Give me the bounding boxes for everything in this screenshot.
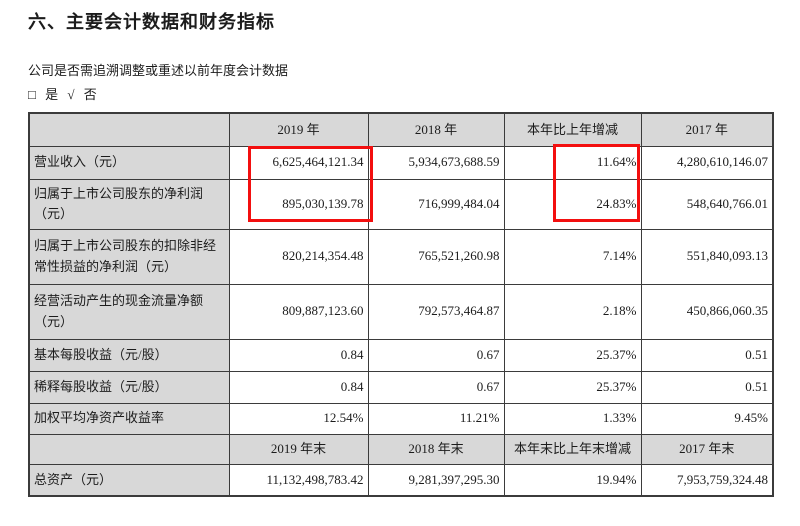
section-title: 六、主要会计数据和财务指标 xyxy=(28,12,275,32)
value-cell: 11.21% xyxy=(367,402,505,435)
value-cell: 895,030,139.78 xyxy=(228,178,369,230)
value-cell: 11.64% xyxy=(503,145,642,180)
value-cell: 9,281,397,295.30 xyxy=(367,463,505,497)
value-cell: 12.54% xyxy=(228,402,369,435)
header-cell-2018-end: 2018 年末 xyxy=(367,433,505,465)
table-header-row-year-end: 2019 年末 2018 年末 本年末比上年末增减 2017 年末 xyxy=(28,433,774,465)
header-cell-2019: 2019 年 xyxy=(228,112,369,147)
value-cell: 0.51 xyxy=(640,338,774,372)
header-cell-year-end-change: 本年末比上年末增减 xyxy=(503,433,642,465)
value-cell: 9.45% xyxy=(640,402,774,435)
value-cell: 5,934,673,688.59 xyxy=(367,145,505,180)
value-cell: 0.67 xyxy=(367,370,505,404)
checkbox-unchecked-icon: □ xyxy=(28,87,36,102)
header-cell-2019-end: 2019 年末 xyxy=(228,433,369,465)
header-cell-2017-end: 2017 年末 xyxy=(640,433,774,465)
no-label: 否 xyxy=(83,87,97,102)
table-row-basic-eps: 基本每股收益（元/股） 0.84 0.67 25.37% 0.51 xyxy=(28,338,774,372)
header-cell-blank xyxy=(28,112,230,147)
row-label-cell: 加权平均净资产收益率 xyxy=(28,402,230,435)
value-cell: 4,280,610,146.07 xyxy=(640,145,774,180)
table-header-row-annual: 2019 年 2018 年 本年比上年增减 2017 年 xyxy=(28,112,774,147)
row-label-cell: 营业收入（元） xyxy=(28,145,230,180)
value-cell: 551,840,093.13 xyxy=(640,228,774,285)
value-cell: 0.67 xyxy=(367,338,505,372)
yes-no-checkbox-line: □ 是 √ 否 xyxy=(28,84,103,103)
value-cell: 548,640,766.01 xyxy=(640,178,774,230)
row-label-cell: 稀释每股收益（元/股） xyxy=(28,370,230,404)
value-cell: 765,521,260.98 xyxy=(367,228,505,285)
value-cell: 6,625,464,121.34 xyxy=(228,145,369,180)
table-row-operating-cash-flow: 经营活动产生的现金流量净额（元） 809,887,123.60 792,573,… xyxy=(28,283,774,340)
value-cell: 7.14% xyxy=(503,228,642,285)
value-cell: 2.18% xyxy=(503,283,642,340)
financial-indicators-table: 2019 年 2018 年 本年比上年增减 2017 年 营业收入（元） 6,6… xyxy=(28,112,774,497)
table-row-diluted-eps: 稀释每股收益（元/股） 0.84 0.67 25.37% 0.51 xyxy=(28,370,774,404)
table-row-net-profit-excl-nonrecurring: 归属于上市公司股东的扣除非经常性损益的净利润（元） 820,214,354.48… xyxy=(28,228,774,285)
header-cell-yoy-change: 本年比上年增减 xyxy=(503,112,642,147)
value-cell: 0.84 xyxy=(228,338,369,372)
value-cell: 25.37% xyxy=(503,338,642,372)
row-label-cell: 归属于上市公司股东的扣除非经常性损益的净利润（元） xyxy=(28,228,230,285)
row-label-cell: 总资产（元） xyxy=(28,463,230,497)
table-row-weighted-avg-roe: 加权平均净资产收益率 12.54% 11.21% 1.33% 9.45% xyxy=(28,402,774,435)
value-cell: 24.83% xyxy=(503,178,642,230)
yes-label: 是 xyxy=(45,87,59,102)
table-row-revenue: 营业收入（元） 6,625,464,121.34 5,934,673,688.5… xyxy=(28,145,774,180)
value-cell: 450,866,060.35 xyxy=(640,283,774,340)
value-cell: 0.84 xyxy=(228,370,369,404)
row-label-cell: 归属于上市公司股东的净利润（元） xyxy=(28,178,230,230)
value-cell: 716,999,484.04 xyxy=(367,178,505,230)
header-cell-blank xyxy=(28,433,230,465)
value-cell: 19.94% xyxy=(503,463,642,497)
value-cell: 25.37% xyxy=(503,370,642,404)
table-row-total-assets: 总资产（元） 11,132,498,783.42 9,281,397,295.3… xyxy=(28,463,774,497)
row-label-cell: 经营活动产生的现金流量净额（元） xyxy=(28,283,230,340)
table-row-net-profit: 归属于上市公司股东的净利润（元） 895,030,139.78 716,999,… xyxy=(28,178,774,230)
value-cell: 7,953,759,324.48 xyxy=(640,463,774,497)
header-cell-2017: 2017 年 xyxy=(640,112,774,147)
value-cell: 11,132,498,783.42 xyxy=(228,463,369,497)
header-cell-2018: 2018 年 xyxy=(367,112,505,147)
value-cell: 809,887,123.60 xyxy=(228,283,369,340)
row-label-cell: 基本每股收益（元/股） xyxy=(28,338,230,372)
value-cell: 1.33% xyxy=(503,402,642,435)
restatement-question: 公司是否需追溯调整或重述以前年度会计数据 xyxy=(28,63,289,78)
value-cell: 820,214,354.48 xyxy=(228,228,369,285)
value-cell: 0.51 xyxy=(640,370,774,404)
value-cell: 792,573,464.87 xyxy=(367,283,505,340)
check-mark-icon: √ xyxy=(67,87,75,102)
